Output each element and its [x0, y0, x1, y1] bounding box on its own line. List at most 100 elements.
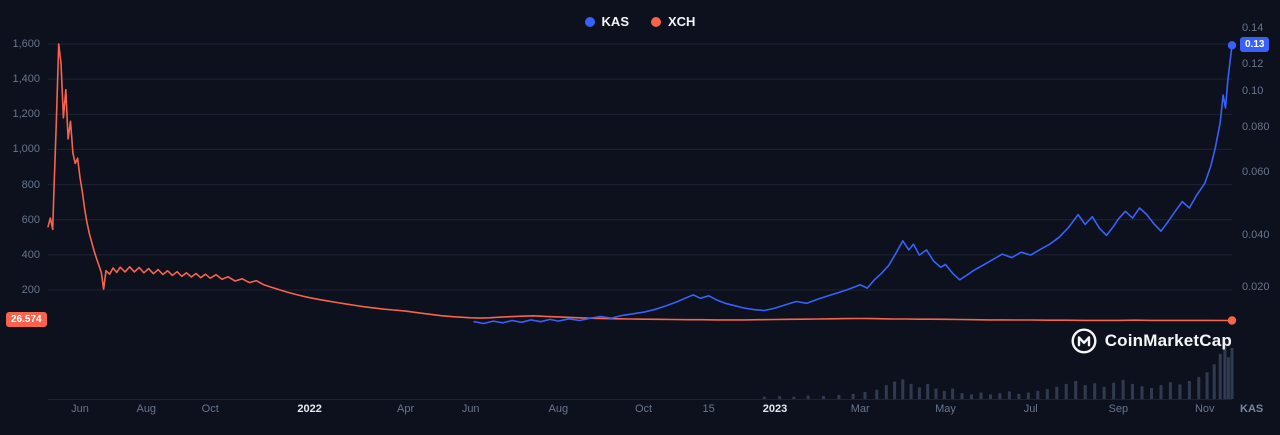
- left-axis-label: 400: [21, 248, 40, 261]
- volume-bar: [762, 396, 766, 399]
- left-axis-label: 1,000: [12, 143, 40, 156]
- volume-bar: [1064, 383, 1068, 399]
- volume-bar: [1045, 389, 1049, 399]
- volume-bar: [1074, 381, 1078, 399]
- right-axis-label: 0.10: [1242, 85, 1264, 97]
- volume-bar: [1218, 353, 1222, 399]
- volume-bar: [837, 394, 841, 399]
- legend-item-xch[interactable]: XCH: [651, 14, 695, 29]
- volume-bar: [1205, 372, 1209, 399]
- x-axis-label: 2023: [762, 403, 788, 415]
- right-axis-label: 0.040: [1242, 229, 1270, 241]
- kas-end-dot: [1227, 41, 1237, 50]
- volume-bar: [1178, 384, 1182, 399]
- x-axis-label: Jun: [461, 403, 480, 415]
- volume-bar: [1197, 377, 1201, 399]
- x-axis-label: Sep: [1108, 403, 1129, 415]
- left-price-axis: 1,600 1,400 1,200 1,000 800 600 400 200: [0, 0, 42, 435]
- volume-bar: [1055, 386, 1059, 399]
- right-axis-label: 0.12: [1242, 58, 1264, 70]
- xch-end-dot: [1227, 316, 1237, 325]
- volume-bar: [979, 392, 983, 399]
- volume-bar: [1026, 392, 1030, 399]
- volume-bar: [863, 392, 867, 399]
- volume-bar: [960, 393, 964, 399]
- volume-bar: [1230, 348, 1234, 399]
- volume-bar: [1102, 386, 1106, 399]
- volume-bar: [1121, 379, 1125, 399]
- coinmarketcap-logo-icon: [1071, 328, 1097, 354]
- volume-bar: [1226, 357, 1230, 399]
- x-axis-label: Jul: [1023, 403, 1038, 415]
- x-axis-label: May: [935, 403, 956, 415]
- x-axis-label: Aug: [136, 403, 157, 415]
- kas-current-price-badge: 0.13: [1240, 37, 1270, 53]
- volume-bar: [998, 393, 1002, 399]
- volume-bar: [934, 388, 938, 399]
- right-axis-name-label: KAS: [1240, 403, 1264, 415]
- left-axis-label: 1,400: [12, 73, 40, 86]
- x-axis-label: Apr: [397, 403, 415, 415]
- kas-dot-icon: [584, 16, 595, 27]
- volume-bar: [926, 383, 930, 399]
- x-axis-label: 15: [702, 403, 715, 415]
- left-axis-label: 1,600: [12, 38, 40, 50]
- volume-bar: [822, 396, 825, 399]
- chart-legend: KAS XCH: [0, 14, 1280, 29]
- volume-bar: [942, 390, 946, 399]
- x-axis-label: Oct: [201, 403, 219, 415]
- x-axis-label: Nov: [1194, 403, 1215, 415]
- legend-label-xch: XCH: [668, 14, 696, 29]
- xch-dot-icon: [651, 16, 661, 27]
- volume-bar: [1083, 385, 1087, 399]
- left-axis-label: 1,200: [12, 108, 40, 121]
- volume-bar: [851, 393, 855, 399]
- volume-bar: [1187, 381, 1191, 399]
- coinmarketcap-wordmark: CoinMarketCap: [1104, 331, 1232, 350]
- legend-label-kas: KAS: [601, 14, 629, 29]
- volume-bar: [901, 379, 905, 399]
- right-axis-label: 0.14: [1242, 22, 1264, 34]
- volume-bar: [1112, 382, 1116, 399]
- volume-bar: [1093, 383, 1097, 399]
- volume-bar: [875, 389, 879, 399]
- volume-bar: [893, 381, 897, 399]
- xch-price-line: [47, 43, 1233, 322]
- volume-bar: [1131, 383, 1134, 399]
- right-axis-label: 0.080: [1242, 121, 1270, 133]
- left-axis-label: 800: [21, 178, 40, 191]
- kas-price-line: [473, 44, 1233, 325]
- volume-bar: [778, 396, 782, 399]
- volume-bar: [1150, 388, 1153, 399]
- left-axis-label: 200: [21, 284, 40, 296]
- volume-bar: [1036, 390, 1040, 399]
- volume-bar: [792, 396, 796, 399]
- volume-bar: [917, 387, 921, 399]
- volume-bar: [806, 395, 810, 399]
- volume-bar: [1212, 364, 1216, 399]
- volume-bar: [1007, 391, 1011, 399]
- xch-current-price-badge: 26.574: [6, 312, 47, 328]
- volume-bar: [1168, 382, 1172, 399]
- volume-bar: [909, 383, 913, 399]
- volume-bar: [1223, 341, 1227, 399]
- volume-bar: [970, 394, 973, 399]
- right-axis-label: 0.060: [1242, 166, 1270, 178]
- volume-bar: [1140, 386, 1144, 399]
- volume-bar: [951, 388, 955, 399]
- volume-bar: [989, 394, 992, 399]
- x-axis-label: 2022: [297, 403, 322, 415]
- x-axis-label: Mar: [850, 403, 870, 415]
- x-axis-label: Jun: [71, 403, 89, 415]
- volume-bar: [1159, 385, 1163, 399]
- right-axis-label: 0.020: [1242, 281, 1270, 293]
- coinmarketcap-watermark[interactable]: CoinMarketCap: [1071, 328, 1232, 354]
- x-axis-label: Aug: [548, 403, 569, 415]
- x-axis-label: Oct: [634, 403, 653, 415]
- left-axis-label: 600: [21, 213, 40, 226]
- right-price-axis: 0.14 0.12 0.10 0.080 0.060 0.040 0.020: [1242, 0, 1280, 435]
- legend-item-kas[interactable]: KAS: [584, 14, 629, 29]
- volume-bar: [884, 385, 888, 399]
